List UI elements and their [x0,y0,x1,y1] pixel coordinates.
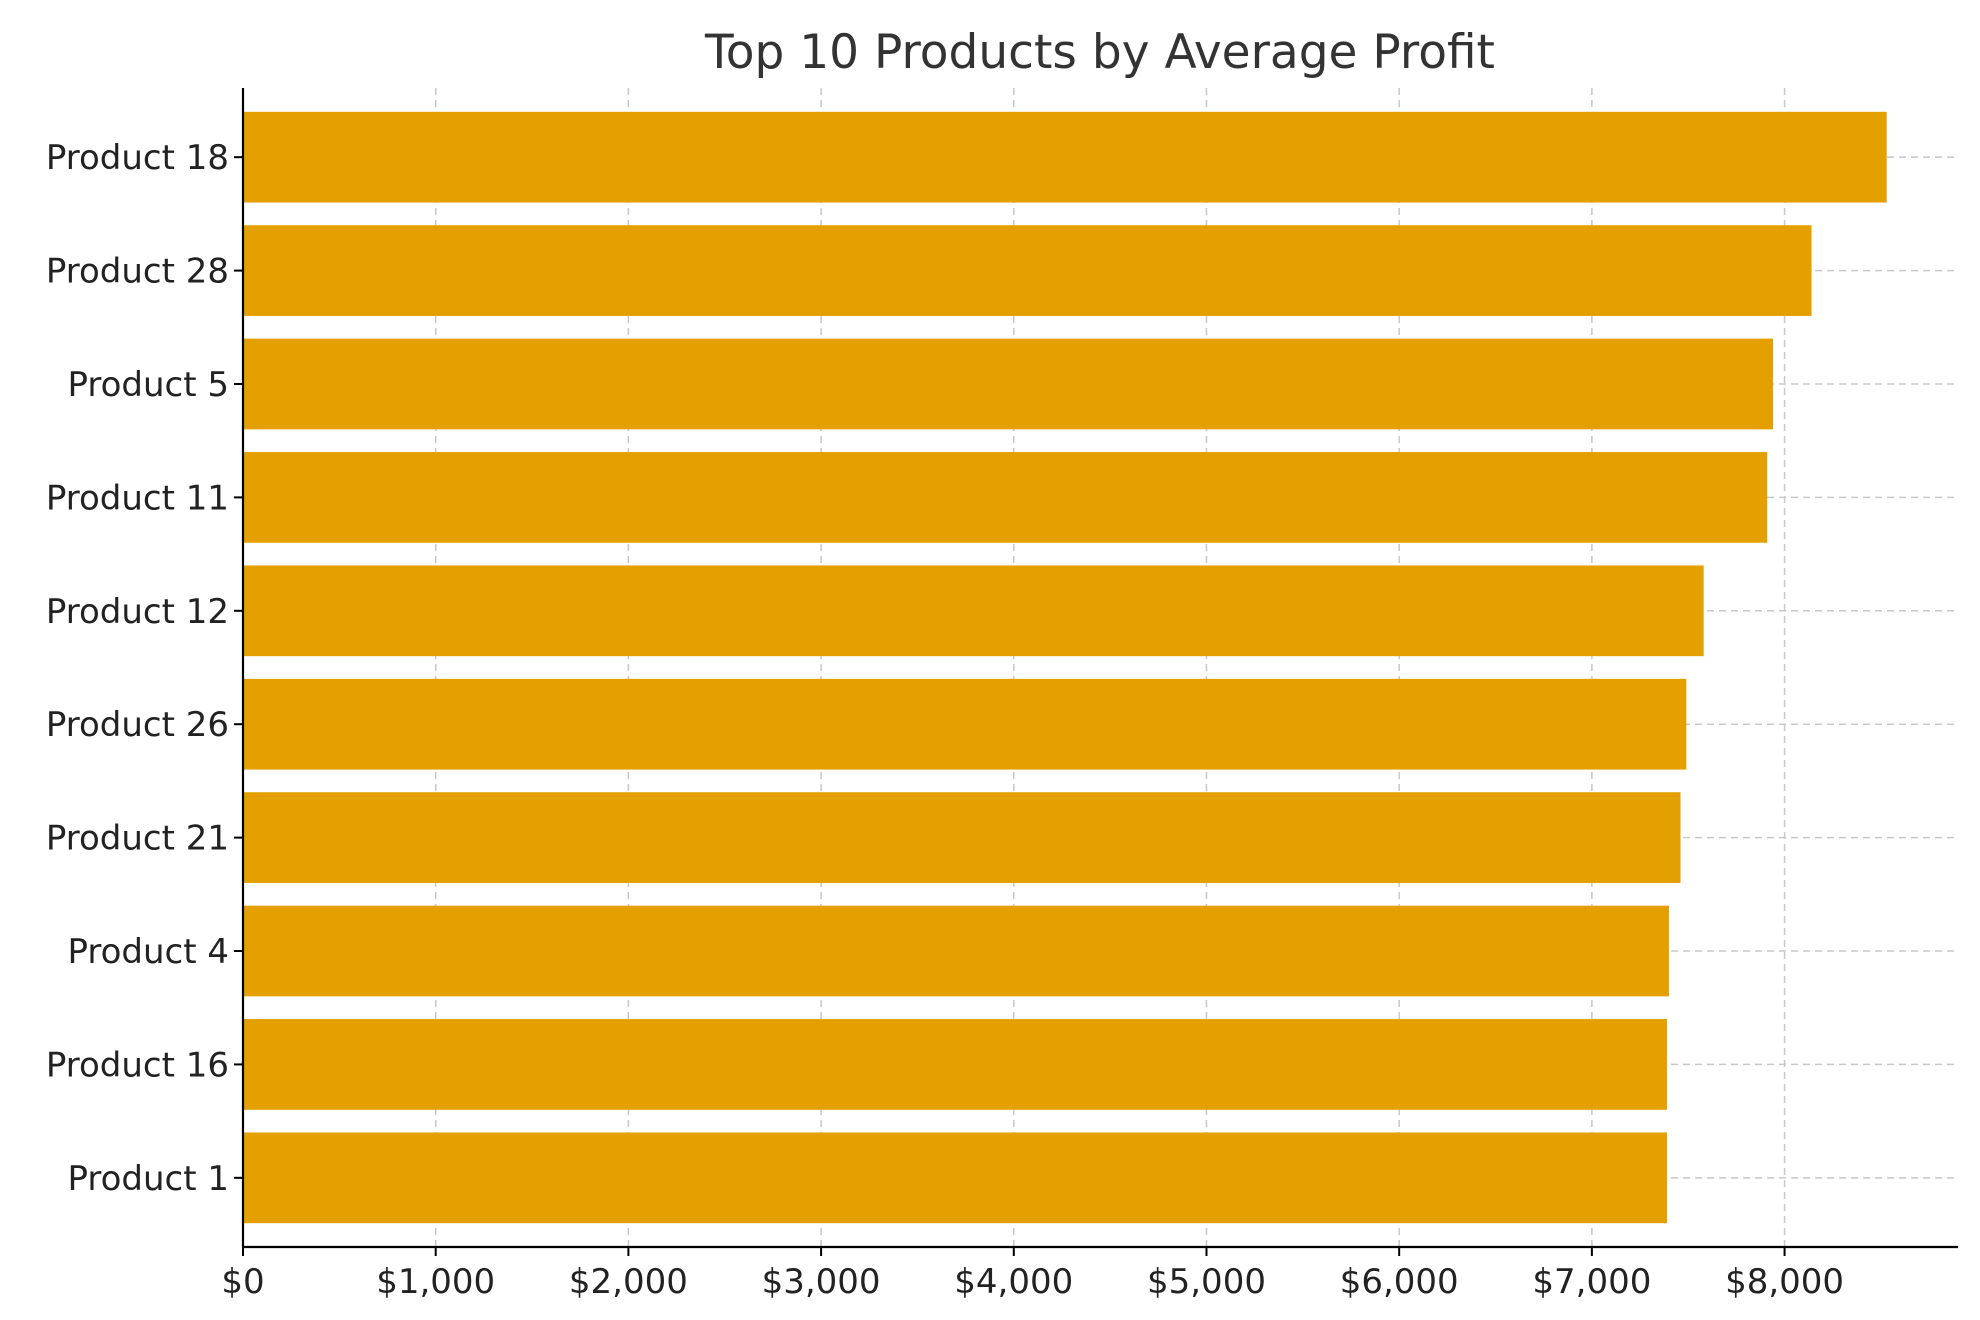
y-tick-label: Product 28 [46,252,229,292]
bar-product-26 [243,678,1687,770]
y-tick-label: Product 18 [46,138,229,178]
bar-product-1 [243,1132,1668,1224]
y-tick-label: Product 16 [46,1045,229,1085]
bar-product-11 [243,452,1768,543]
y-tick-label: Product 21 [46,819,229,859]
bar-product-21 [243,792,1681,883]
x-tick-label: $3,000 [762,1262,881,1302]
x-tick-label: $6,000 [1340,1262,1459,1302]
y-tick-label: Product 5 [67,365,229,405]
y-tick-label: Product 1 [67,1159,229,1199]
y-tick-label: Product 12 [46,592,229,632]
y-tick-label: Product 4 [67,932,229,972]
x-tick-label: $2,000 [569,1262,688,1302]
chart-title: Top 10 Products by Average Profit [704,25,1495,80]
bar-product-18 [243,111,1887,203]
y-tick-label: Product 11 [46,478,229,518]
bar-product-28 [243,225,1812,316]
y-tick-label: Product 26 [46,705,229,745]
x-tick-label: $1,000 [376,1262,495,1302]
bar-product-4 [243,905,1669,997]
axes-layer [234,88,1958,1256]
x-tick-label: $7,000 [1532,1262,1651,1302]
bars-layer [243,111,1887,1224]
x-tick-label: $0 [221,1262,264,1302]
labels-layer: $0 $1,000 $2,000 $3,000 $4,000 $5,000 $6,000 $7… [46,138,1844,1302]
x-tick-label: $8,000 [1725,1262,1844,1302]
x-tick-label: $4,000 [954,1262,1073,1302]
bar-product-12 [243,565,1704,657]
x-tick-label: $5,000 [1147,1262,1266,1302]
bar-product-16 [243,1019,1668,1110]
bar-product-5 [243,338,1774,430]
